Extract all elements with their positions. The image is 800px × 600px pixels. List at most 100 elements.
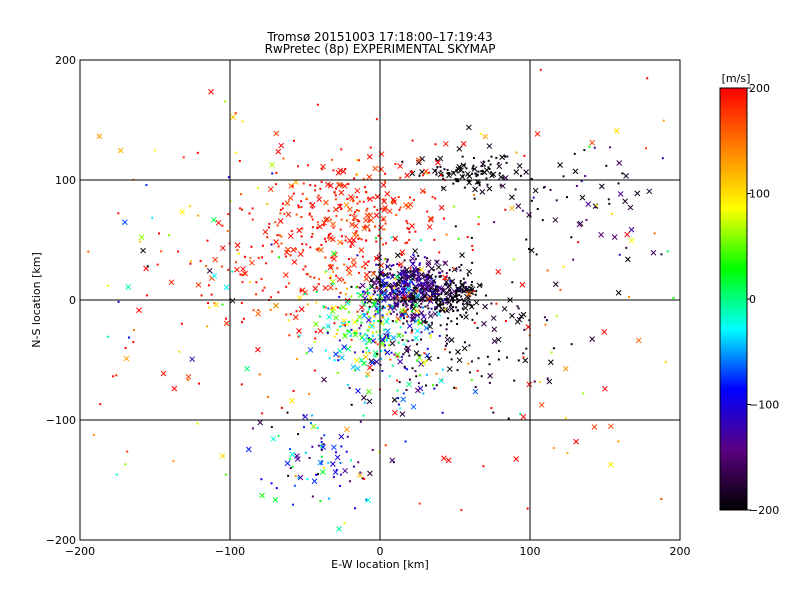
- data-point: [271, 172, 274, 175]
- data-point: [363, 477, 366, 480]
- data-point: [237, 252, 240, 255]
- data-point: [409, 223, 415, 229]
- data-point: [628, 226, 635, 233]
- data-point: [421, 306, 424, 309]
- data-point: [270, 436, 277, 442]
- data-point: [410, 169, 413, 172]
- data-point: [375, 263, 378, 266]
- data-point: [650, 249, 657, 256]
- data-point: [395, 214, 398, 217]
- data-point: [332, 469, 339, 476]
- data-point: [335, 451, 338, 454]
- data-point: [470, 236, 473, 239]
- colorbar-tick-label: 0: [749, 293, 756, 306]
- data-point: [456, 146, 463, 152]
- data-point: [339, 354, 345, 361]
- data-point: [339, 228, 342, 231]
- data-point: [367, 311, 370, 314]
- data-point: [411, 367, 414, 370]
- data-point: [487, 166, 490, 169]
- data-point: [435, 301, 438, 304]
- data-point: [460, 263, 463, 266]
- data-point: [522, 356, 525, 359]
- data-point: [417, 274, 420, 277]
- data-point: [368, 292, 371, 295]
- data-point: [294, 456, 301, 462]
- data-point: [405, 274, 408, 277]
- data-point: [373, 361, 376, 364]
- data-point: [349, 240, 355, 247]
- data-point: [404, 278, 407, 281]
- data-point: [482, 133, 489, 140]
- data-point: [435, 372, 438, 375]
- data-point: [368, 229, 371, 232]
- data-point: [275, 183, 278, 186]
- data-point: [348, 386, 351, 389]
- data-point: [409, 294, 412, 297]
- data-point: [470, 281, 473, 284]
- data-point: [577, 241, 580, 244]
- data-point: [526, 381, 533, 388]
- data-point: [402, 353, 405, 356]
- data-point: [291, 259, 298, 265]
- data-point: [519, 174, 522, 177]
- data-point: [287, 474, 290, 477]
- data-point: [444, 348, 447, 351]
- data-point: [653, 232, 656, 235]
- data-point: [376, 352, 379, 355]
- data-point: [463, 186, 466, 189]
- data-point: [498, 174, 504, 180]
- data-point: [399, 411, 406, 417]
- data-point: [575, 184, 578, 187]
- data-point: [511, 281, 514, 284]
- data-point: [450, 320, 453, 323]
- data-point: [366, 334, 369, 337]
- data-point: [419, 281, 422, 284]
- y-tick-label: 200: [55, 54, 76, 67]
- data-point: [327, 461, 330, 464]
- data-point: [481, 169, 488, 176]
- data-point: [240, 301, 243, 304]
- data-point: [516, 316, 523, 323]
- data-point: [297, 206, 300, 209]
- data-point: [415, 292, 418, 295]
- data-point: [361, 360, 367, 367]
- data-point: [380, 215, 387, 222]
- data-point: [298, 334, 301, 337]
- data-point: [440, 297, 443, 300]
- data-point: [573, 152, 576, 155]
- data-point: [411, 339, 414, 342]
- data-point: [420, 359, 427, 366]
- data-point: [361, 477, 364, 480]
- data-point: [355, 388, 361, 394]
- data-point: [418, 354, 421, 357]
- data-point: [394, 352, 401, 358]
- data-point: [555, 314, 558, 317]
- data-point: [459, 281, 465, 288]
- data-point: [585, 201, 592, 208]
- data-point: [387, 335, 390, 338]
- data-point: [418, 304, 421, 307]
- data-point: [490, 407, 493, 410]
- data-point: [585, 218, 588, 221]
- data-point: [311, 495, 314, 498]
- data-point: [327, 284, 334, 291]
- data-point: [115, 374, 118, 377]
- data-point: [391, 397, 398, 403]
- data-point: [403, 285, 406, 288]
- data-point: [240, 383, 243, 386]
- data-point: [405, 305, 408, 308]
- data-point: [335, 274, 338, 277]
- data-point: [390, 201, 393, 204]
- data-point: [436, 293, 439, 296]
- data-point: [301, 192, 304, 195]
- data-point: [474, 386, 477, 389]
- data-point: [343, 281, 346, 284]
- data-point: [468, 180, 471, 183]
- data-point: [381, 297, 384, 300]
- data-point: [594, 206, 597, 209]
- data-point: [426, 274, 429, 277]
- data-point: [397, 341, 400, 344]
- data-point: [345, 219, 348, 222]
- data-point: [381, 207, 388, 213]
